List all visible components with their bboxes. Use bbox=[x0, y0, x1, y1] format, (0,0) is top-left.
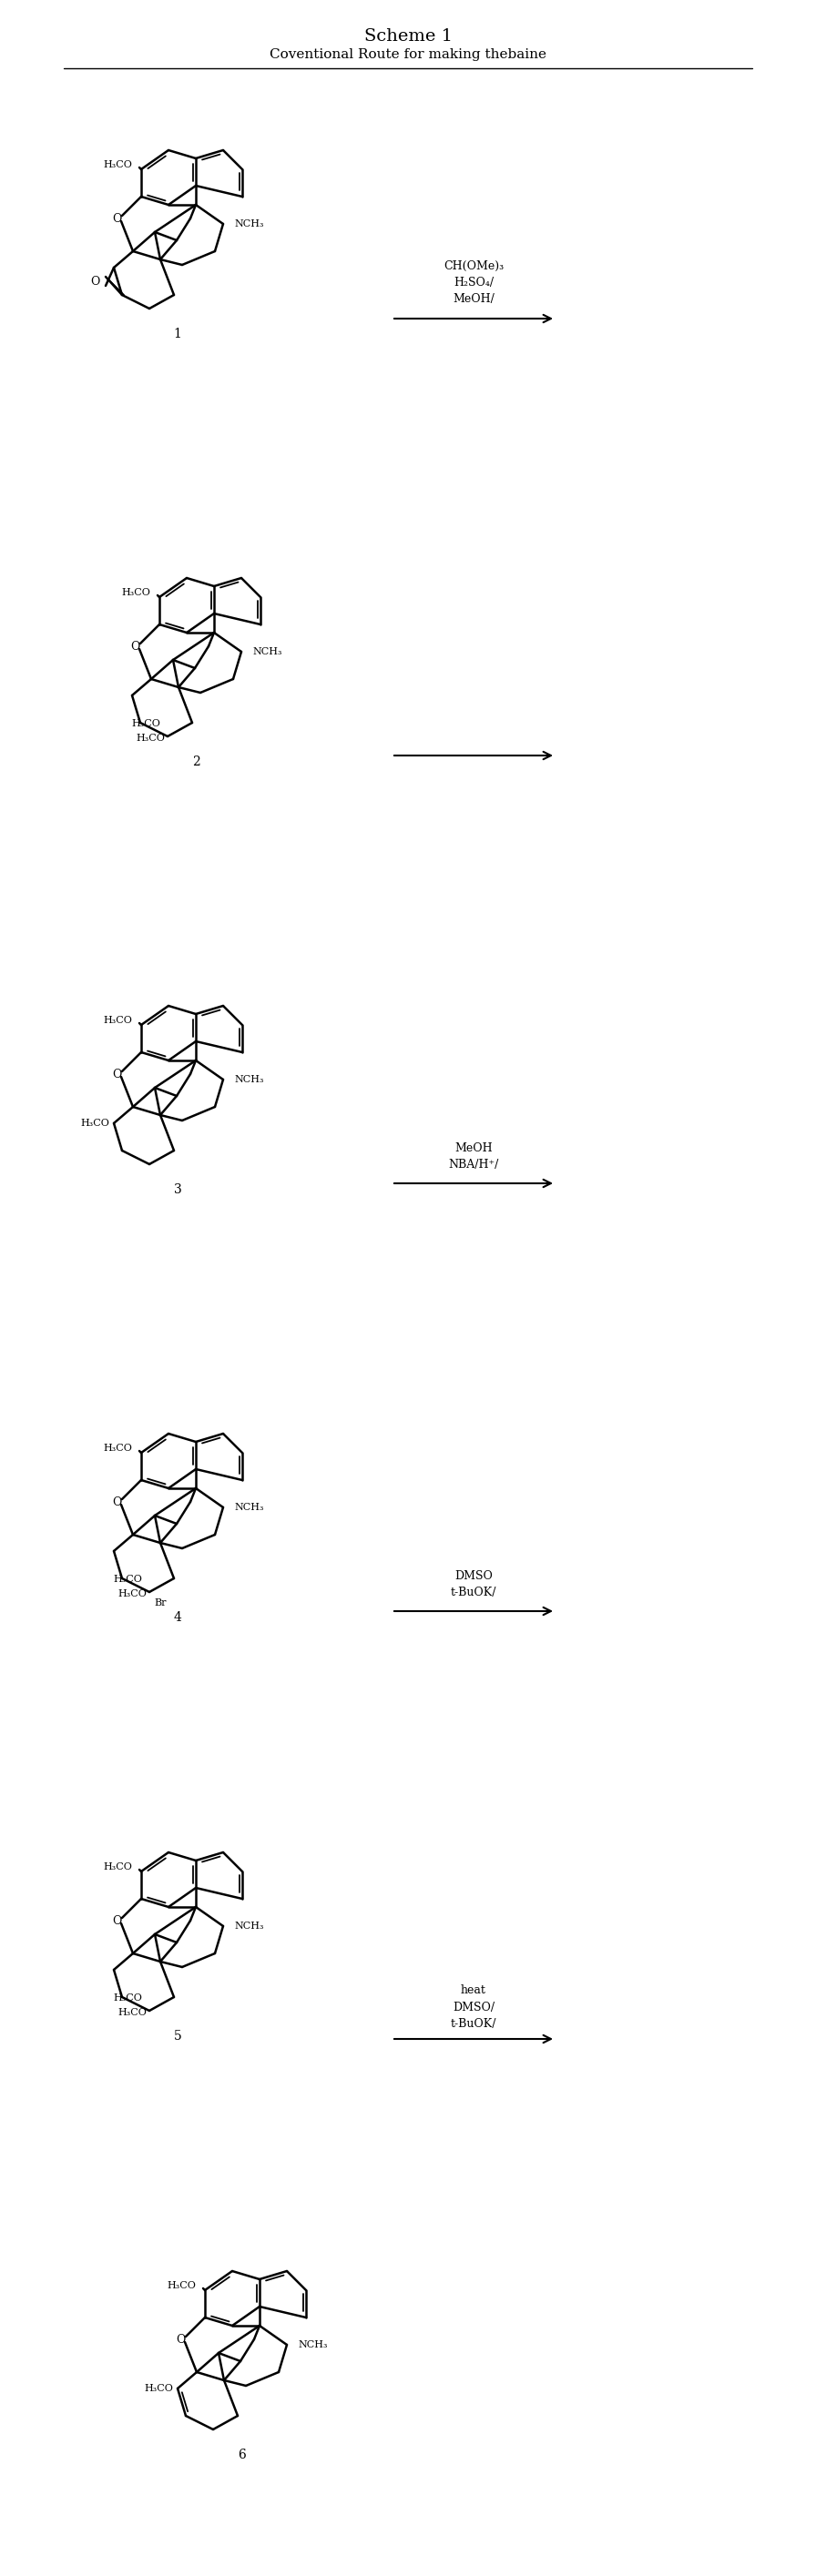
Text: H₃CO: H₃CO bbox=[118, 1589, 147, 1597]
Text: NCH₃: NCH₃ bbox=[234, 1502, 264, 1512]
Text: NCH₃: NCH₃ bbox=[234, 219, 264, 229]
Text: H₃CO: H₃CO bbox=[144, 2383, 173, 2393]
Text: H₃CO: H₃CO bbox=[113, 1994, 142, 2002]
Text: O: O bbox=[112, 1069, 122, 1079]
Text: H₃CO: H₃CO bbox=[166, 2282, 196, 2290]
Text: H₃CO: H₃CO bbox=[131, 719, 160, 729]
Text: O: O bbox=[130, 641, 140, 652]
Text: H₃CO: H₃CO bbox=[80, 1118, 109, 1128]
Text: 4: 4 bbox=[174, 1610, 182, 1623]
Text: NBA/H⁺/: NBA/H⁺/ bbox=[448, 1159, 499, 1170]
Text: H₃CO: H₃CO bbox=[118, 2009, 147, 2017]
Text: H₃CO: H₃CO bbox=[103, 1015, 132, 1025]
Text: H₃CO: H₃CO bbox=[113, 1574, 142, 1584]
Text: O: O bbox=[112, 1497, 122, 1507]
Text: Coventional Route for making thebaine: Coventional Route for making thebaine bbox=[269, 49, 547, 62]
Text: heat: heat bbox=[461, 1984, 486, 1996]
Text: MeOH/: MeOH/ bbox=[453, 294, 494, 304]
Text: 1: 1 bbox=[174, 327, 182, 340]
Text: 6: 6 bbox=[237, 2450, 246, 2460]
Text: DMSO/: DMSO/ bbox=[453, 2002, 494, 2012]
Text: CH(OMe)₃: CH(OMe)₃ bbox=[443, 260, 503, 270]
Text: H₃CO: H₃CO bbox=[103, 160, 132, 170]
Text: NCH₃: NCH₃ bbox=[298, 2339, 327, 2349]
Text: t-BuOK/: t-BuOK/ bbox=[450, 1587, 497, 1597]
Text: NCH₃: NCH₃ bbox=[252, 647, 282, 657]
Text: 3: 3 bbox=[174, 1182, 182, 1195]
Text: H₃CO: H₃CO bbox=[122, 587, 150, 598]
Text: H₃CO: H₃CO bbox=[103, 1862, 132, 1873]
Text: MeOH: MeOH bbox=[455, 1141, 493, 1154]
Text: O: O bbox=[175, 2334, 185, 2344]
Text: H₃CO: H₃CO bbox=[103, 1443, 132, 1453]
Text: H₃CO: H₃CO bbox=[135, 734, 165, 742]
Text: NCH₃: NCH₃ bbox=[234, 1922, 264, 1929]
Text: Scheme 1: Scheme 1 bbox=[364, 28, 452, 44]
Text: O: O bbox=[112, 214, 122, 224]
Text: 2: 2 bbox=[192, 755, 200, 768]
Text: Br: Br bbox=[154, 1597, 166, 1607]
Text: NCH₃: NCH₃ bbox=[234, 1074, 264, 1084]
Text: t-BuOK/: t-BuOK/ bbox=[450, 2017, 497, 2030]
Text: O: O bbox=[91, 276, 100, 286]
Text: O: O bbox=[112, 1914, 122, 1927]
Text: H₂SO₄/: H₂SO₄/ bbox=[454, 276, 494, 289]
Text: 5: 5 bbox=[174, 2030, 182, 2043]
Text: DMSO: DMSO bbox=[455, 1569, 493, 1582]
